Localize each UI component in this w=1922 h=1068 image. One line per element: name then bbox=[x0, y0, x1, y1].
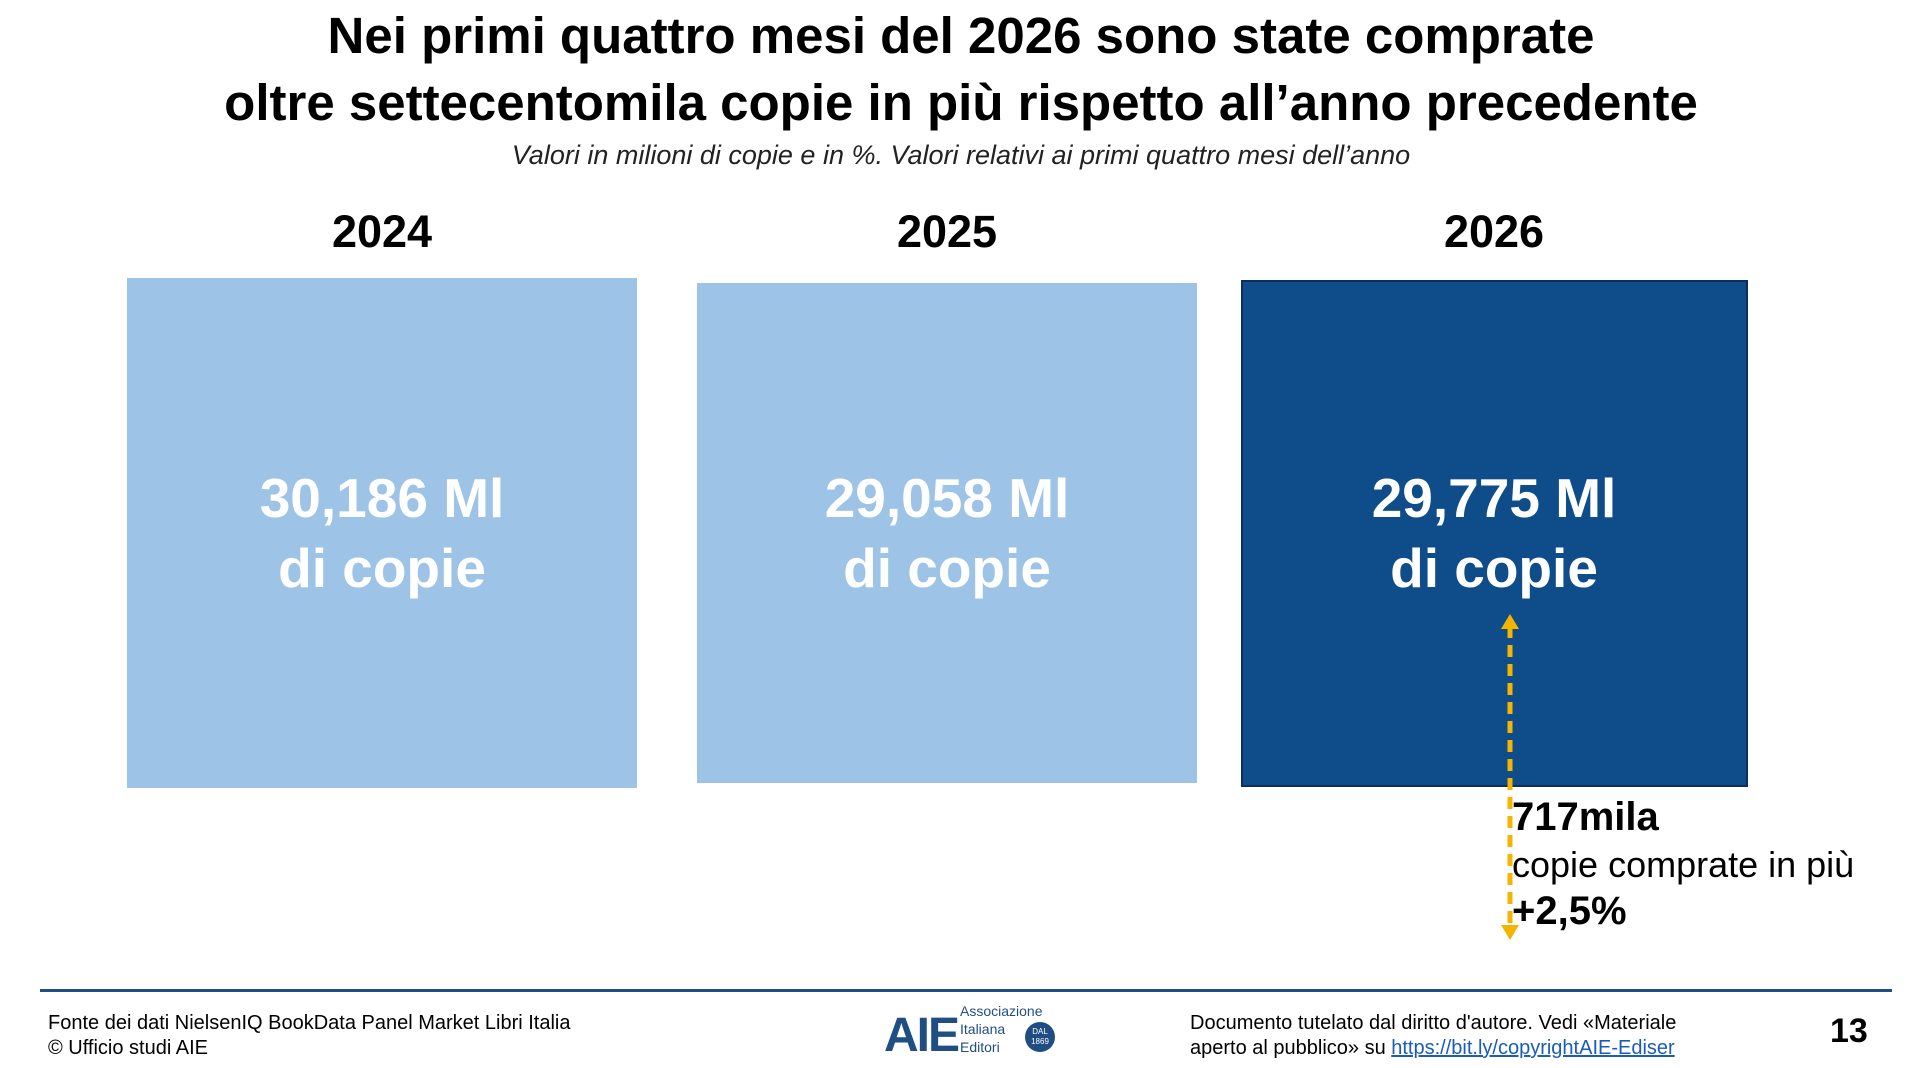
callout-text: copie comprate in più bbox=[1512, 844, 1855, 885]
bar-unit-label: di copie bbox=[278, 537, 486, 599]
copyright-link[interactable]: https://bit.ly/copyrightAIE-Ediser bbox=[1391, 1037, 1675, 1059]
logo-word-1: Associazione bbox=[960, 1003, 1043, 1019]
bar-value-label: 29,775 Ml bbox=[1371, 467, 1617, 529]
chart-title-line-2: oltre settecentomila copie in più rispet… bbox=[224, 74, 1698, 131]
source-line: Fonte dei dati NielsenIQ BookData Panel … bbox=[48, 1012, 571, 1034]
bar-2025: 29,058 Ml di copie bbox=[697, 283, 1197, 783]
logo-mark: AIE bbox=[884, 1009, 960, 1062]
page-number: 13 bbox=[1830, 1012, 1868, 1050]
year-label-2024: 2024 bbox=[331, 206, 433, 257]
footer-copyright: Documento tutelato dal diritto d'autore.… bbox=[1190, 1011, 1676, 1061]
copyright-line-2: aperto al pubblico» su bbox=[1190, 1037, 1392, 1059]
seal-top: DAL bbox=[1032, 1027, 1048, 1036]
logo-word-2: Italiana bbox=[960, 1021, 1006, 1037]
copyright-owner: © Ufficio studi AIE bbox=[48, 1037, 208, 1059]
chart-title: Nei primi quattro mesi del 2026 sono sta… bbox=[0, 2, 1922, 136]
bar-2024: 30,186 Ml di copie bbox=[127, 278, 637, 788]
chart-title-line-1: Nei primi quattro mesi del 2026 sono sta… bbox=[327, 7, 1595, 64]
increase-arrow-icon bbox=[1501, 614, 1519, 940]
callout-percent: +2,5% bbox=[1512, 889, 1627, 933]
footer-divider bbox=[40, 989, 1892, 992]
bar-value-label: 29,058 Ml bbox=[824, 467, 1070, 529]
chart-subtitle: Valori in milioni di copie e in %. Valor… bbox=[511, 140, 1411, 170]
logo-seal: DAL 1869 bbox=[1025, 1022, 1055, 1052]
difference-callout: 717mila copie comprate in più +2,5% bbox=[1512, 794, 1854, 935]
bar-value-label: 30,186 Ml bbox=[259, 467, 505, 529]
aie-logo: AIE Associazione Italiana Editori DAL 18… bbox=[884, 1002, 1064, 1062]
bar-unit-label: di copie bbox=[1390, 537, 1598, 599]
logo-word-3: Editori bbox=[960, 1039, 1000, 1055]
callout-value: 717mila bbox=[1512, 795, 1659, 839]
year-label-2026: 2026 bbox=[1443, 206, 1545, 257]
seal-bottom: 1869 bbox=[1031, 1037, 1049, 1046]
footer-source: Fonte dei dati NielsenIQ BookData Panel … bbox=[48, 1011, 571, 1061]
copyright-line-1: Documento tutelato dal diritto d'autore.… bbox=[1190, 1012, 1677, 1034]
bar-2026: 29,775 Ml di copie bbox=[1240, 279, 1748, 787]
year-label-2025: 2025 bbox=[896, 206, 998, 257]
bar-unit-label: di copie bbox=[843, 537, 1051, 599]
logo-words: Associazione Italiana Editori bbox=[960, 1002, 1043, 1056]
